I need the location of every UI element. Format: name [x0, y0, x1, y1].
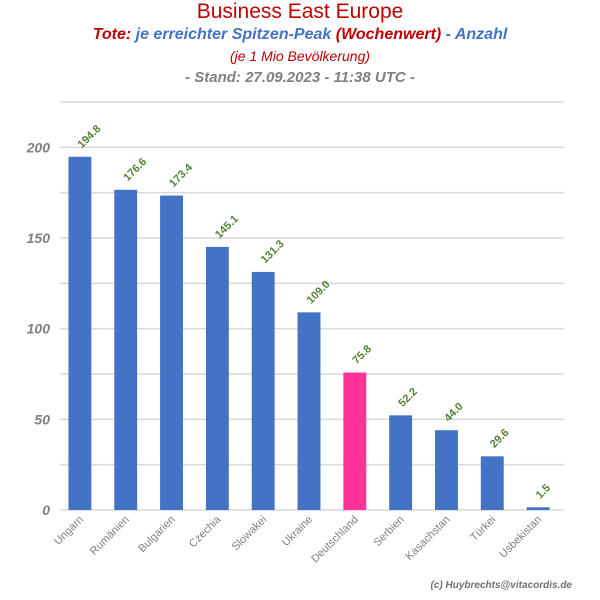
x-tick-label: Ukraine — [280, 514, 315, 549]
data-label: 29.6 — [488, 427, 512, 451]
y-tick-label: 100 — [27, 321, 51, 337]
data-label: 173.4 — [167, 161, 196, 190]
x-tick-label: Rumänien — [88, 514, 132, 558]
chart-timestamp: - Stand: 27.09.2023 - 11:38 UTC - — [185, 69, 415, 86]
x-tick-label: Ungarn — [52, 514, 86, 548]
subtitle-part-deaths: Tote: — [92, 26, 136, 43]
x-tick-label: Deutschland — [309, 514, 361, 566]
y-tick-label: 50 — [34, 411, 50, 427]
x-tick-label: Czechia — [187, 513, 224, 550]
x-tick-label: Kasachstan — [403, 514, 452, 563]
subtitle-part-weekly: (Wochenwert) — [335, 26, 446, 43]
chart-subtitle-population: (je 1 Mio Bevölkerung) — [229, 48, 371, 64]
bar — [297, 312, 321, 510]
bar — [480, 456, 504, 510]
x-tick-label: Türkei — [468, 514, 498, 544]
chart-title: Business East Europe — [196, 0, 404, 23]
bar — [251, 271, 275, 510]
bar — [435, 430, 458, 510]
x-tick-label: Bulgarien — [136, 514, 177, 555]
subtitle-part-count: - Anzahl — [445, 26, 508, 43]
bar — [114, 189, 138, 511]
data-label: 176.6 — [121, 156, 149, 184]
bar — [68, 156, 92, 510]
bar — [526, 507, 550, 510]
chart-subtitle: Tote: je erreichter Spitzen-Peak (Wochen… — [0, 25, 600, 45]
data-label: 75.8 — [350, 343, 374, 367]
data-label: 44.0 — [442, 401, 466, 425]
bar — [160, 195, 183, 510]
y-tick-label: 200 — [26, 139, 51, 155]
copyright-credit: (c) Huybrechts@vitacordis.de — [430, 580, 572, 591]
bar — [343, 372, 367, 510]
x-tick-label: Usbekistan — [497, 514, 544, 561]
bar — [205, 246, 229, 511]
data-label: 145.1 — [213, 213, 241, 241]
subtitle-part-peak: je erreichter Spitzen-Peak — [135, 26, 336, 43]
y-tick-label: 150 — [27, 230, 51, 246]
x-tick-label: Serbien — [371, 514, 406, 549]
x-tick-label: Slowakei — [230, 514, 270, 554]
bar — [389, 415, 413, 510]
data-label: 52.2 — [396, 386, 420, 410]
y-tick-label: 0 — [42, 502, 50, 518]
data-label: 1.5 — [534, 482, 553, 501]
data-label: 131.3 — [259, 238, 287, 266]
